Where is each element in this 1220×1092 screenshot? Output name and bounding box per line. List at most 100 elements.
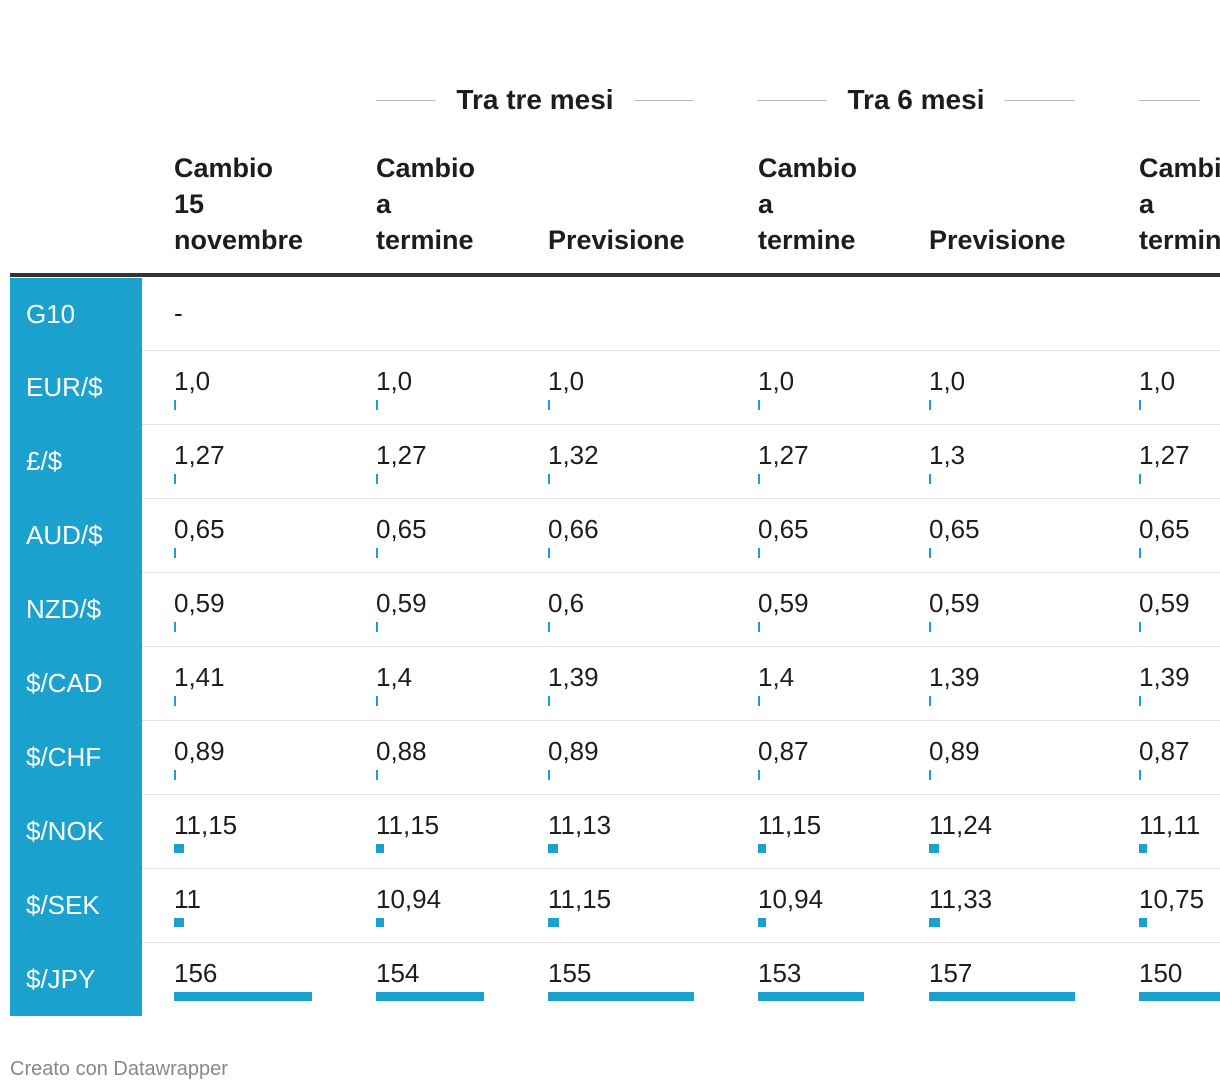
column-header: Previsione [929, 225, 1066, 255]
cell-bar [758, 696, 760, 706]
cell-value: 0,65 [929, 514, 980, 544]
cell-value: 1,39 [548, 662, 599, 692]
row-separator [142, 572, 1220, 573]
cell-value: 0,89 [174, 736, 225, 766]
cell-bar [929, 770, 931, 780]
cell-text: - [174, 298, 183, 328]
row-label: $/CAD [10, 646, 142, 720]
cell-bar [376, 696, 378, 706]
cell-value: 0,87 [1139, 736, 1190, 766]
cell-value: 157 [929, 958, 973, 988]
cell-bar [929, 548, 931, 558]
cell-bar [376, 770, 378, 780]
cell-bar [758, 770, 760, 780]
cell-value: 154 [376, 958, 420, 988]
cell-bar [548, 918, 559, 927]
cell-value: 0,65 [376, 514, 427, 544]
cell-value: 156 [174, 958, 218, 988]
cell-bar [376, 622, 378, 632]
cell-value: 1,4 [758, 662, 795, 692]
cell-value: 11,15 [548, 884, 612, 914]
row-separator [142, 424, 1220, 425]
cell-value: 1,0 [174, 366, 211, 396]
row-separator [142, 646, 1220, 647]
cell-value: 1,0 [1139, 366, 1176, 396]
cell-value: 1,39 [1139, 662, 1190, 692]
cell-bar [1139, 696, 1141, 706]
row-label: $/SEK [10, 868, 142, 942]
cell-value: 1,27 [1139, 440, 1190, 470]
row-label: EUR/$ [10, 350, 142, 424]
cell-bar [548, 696, 550, 706]
cell-bar [929, 474, 931, 484]
cell-value: 10,75 [1139, 884, 1205, 914]
cell-bar [376, 474, 378, 484]
cell-value: 1,32 [548, 440, 599, 470]
cell-value: 11,15 [758, 810, 822, 840]
cell-bar [174, 992, 312, 1001]
cell-bar [929, 844, 940, 853]
cell-value: 0,59 [174, 588, 225, 618]
cell-bar [376, 400, 378, 410]
group-rule [634, 100, 694, 101]
header-rule [10, 273, 1220, 277]
cell-bar [174, 548, 176, 558]
cell-value: 1,4 [376, 662, 413, 692]
group-rule [376, 100, 436, 101]
cell-bar [174, 474, 176, 484]
column-header: Cambio a termine [1139, 153, 1220, 255]
cell-value: 0,65 [174, 514, 225, 544]
cell-value: 0,65 [1139, 514, 1190, 544]
cell-bar [1139, 918, 1147, 927]
cell-bar [174, 696, 176, 706]
cell-value: 1,41 [174, 662, 225, 692]
cell-value: 1,27 [758, 440, 809, 470]
cell-value: 0,59 [929, 588, 980, 618]
row-separator [142, 350, 1220, 351]
cell-value: 11,15 [376, 810, 440, 840]
row-label: AUD/$ [10, 498, 142, 572]
cell-value: 0,89 [929, 736, 980, 766]
row-label: G10 [10, 278, 142, 350]
cell-bar [758, 844, 766, 853]
cell-value: 0,6 [548, 588, 585, 618]
cell-value: 11,13 [548, 810, 612, 840]
cell-bar [376, 844, 384, 853]
cell-bar [1139, 844, 1147, 853]
cell-value: 1,27 [174, 440, 225, 470]
column-header: Previsione [548, 225, 685, 255]
column-header: Cambio a termine [758, 153, 858, 255]
cell-value: 0,59 [376, 588, 427, 618]
cell-bar [758, 918, 766, 927]
cell-value: 0,89 [548, 736, 599, 766]
cell-bar [1139, 770, 1141, 780]
row-separator [142, 794, 1220, 795]
row-label: $/NOK [10, 794, 142, 868]
group-header: Tra tre mesi [456, 84, 614, 115]
group-header: Tra 6 mesi [847, 84, 985, 115]
cell-bar [174, 844, 184, 853]
cell-bar [929, 696, 931, 706]
cell-value: 0,65 [758, 514, 809, 544]
cell-bar [548, 770, 550, 780]
cell-bar [758, 474, 760, 484]
row-label: $/CHF [10, 720, 142, 794]
cell-bar [1139, 992, 1220, 1001]
cell-value: 10,94 [376, 884, 442, 914]
cell-value: 0,59 [1139, 588, 1190, 618]
cell-bar [929, 400, 931, 410]
cell-value: 1,27 [376, 440, 427, 470]
row-separator [142, 868, 1220, 869]
cell-bar [376, 992, 484, 1001]
row-label: NZD/$ [10, 572, 142, 646]
cell-value: 1,0 [929, 366, 966, 396]
cell-value: 11,24 [929, 810, 993, 840]
cell-value: 1,0 [376, 366, 413, 396]
group-rule [758, 100, 826, 101]
footer: Creato con Datawrapper [10, 1058, 228, 1080]
row-separator [142, 720, 1220, 721]
cell-bar [548, 400, 550, 410]
cell-value: 0,59 [758, 588, 809, 618]
cell-bar [758, 548, 760, 558]
